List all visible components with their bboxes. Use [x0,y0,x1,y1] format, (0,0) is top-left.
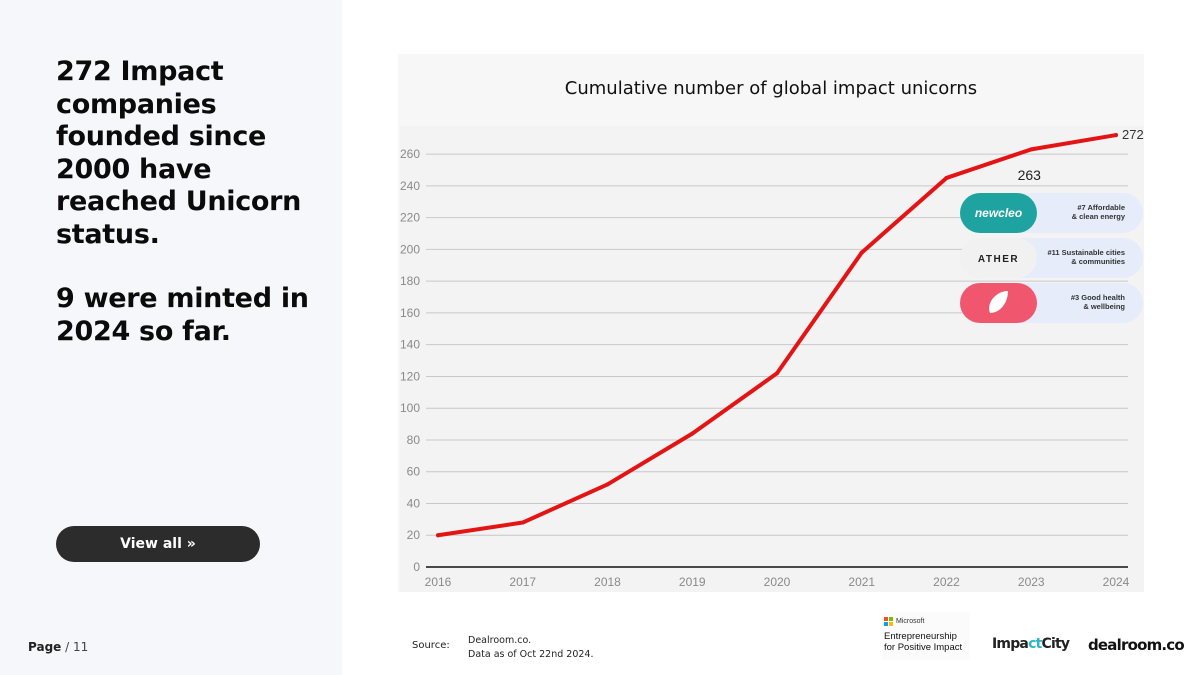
leaf-shape [989,291,1008,313]
x-tick-label-2018: 2018 [594,575,621,589]
newcleo-logo-icon [960,193,1037,233]
x-tick-label-2021: 2021 [848,575,875,589]
x-tick-label-2016: 2016 [425,575,452,589]
source-line-1: Dealroom.co. [468,635,532,646]
microsoft-squares-icon [884,617,893,626]
x-tick-label-2019: 2019 [679,575,706,589]
source-line-2: Data as of Oct 22nd 2024. [468,649,594,660]
y-tick-label-20: 20 [407,528,421,542]
data-point-2019 [690,431,695,436]
company-goal-line2-1: & clean energy [1072,212,1126,221]
y-tick-label-180: 180 [400,274,420,288]
y-tick-label-240: 240 [400,179,420,193]
ms-line-2: for Positive Impact [884,641,963,653]
x-tick-label-2020: 2020 [764,575,791,589]
y-tick-label-120: 120 [400,369,420,383]
dealroom-logo: dealroom.co [1088,636,1185,654]
annotation-272: 272 [1122,127,1144,142]
x-tick-label-2023: 2023 [1018,575,1045,589]
company-name-ather: ATHER [978,254,1019,265]
page-total: / 11 [65,640,89,654]
data-point-2024 [1114,133,1118,138]
microsoft-logo: Microsoft Entrepreneurship for Positive … [882,612,970,660]
data-point-2016 [436,533,440,538]
x-tick-label-2017: 2017 [509,575,536,589]
company-goal-line1-3: #3 Good health [1071,293,1126,302]
ms-line-1: Entrepreneurship [884,631,957,642]
y-tick-label-80: 80 [407,433,421,447]
source-label: Source: [412,640,450,651]
annotation-263: 263 [1018,167,1042,183]
headline-block: 272 Impact companies founded since 2000 … [56,56,326,348]
x-tick-label-2022: 2022 [933,575,960,589]
y-tick-label-60: 60 [407,465,421,479]
page-label: Page [28,640,62,654]
y-tick-label-260: 260 [400,147,420,161]
data-point-2023 [1029,147,1034,152]
x-tick-label-2024: 2024 [1103,575,1130,589]
company-name-newcleo: newcleo [975,206,1022,220]
impactcity-part-1: Impa [992,636,1029,652]
source-text: Dealroom.co. Data as of Oct 22nd 2024. [468,634,593,662]
impactcity-logo: ImpactCity [992,636,1070,652]
subheadline-text: 9 were minted in 2024 so far. [56,283,309,347]
view-all-button[interactable]: View all » [56,526,260,562]
y-tick-label-0: 0 [413,560,420,574]
page-number: Page / 11 [28,640,88,654]
data-point-2018 [605,482,610,487]
headline-text: 272 Impact companies founded since 2000 … [56,56,302,250]
microsoft-brand: Microsoft [896,618,925,625]
y-tick-label-220: 220 [400,211,420,225]
data-point-2022 [944,175,949,180]
impactcity-part-2: ct [1028,636,1042,652]
company-goal-line1-1: #7 Affordable [1077,203,1125,212]
data-point-2017 [520,520,525,525]
y-tick-label-40: 40 [407,496,421,510]
chart-title: Cumulative number of global impact unico… [564,78,978,99]
left-panel: 272 Impact companies founded since 2000 … [0,0,342,675]
y-tick-label-200: 200 [400,242,420,256]
company-goal-line1-2: #11 Sustainable cities [1047,248,1125,257]
y-tick-label-100: 100 [400,401,420,415]
y-tick-label-160: 160 [400,306,420,320]
data-point-2021 [859,250,864,255]
company-goal-line2-2: & communities [1071,257,1125,266]
y-tick-label-140: 140 [400,338,420,352]
company-goal-line2-3: & wellbeing [1083,302,1125,311]
ather-logo-icon [960,238,1037,278]
data-point-2020 [775,371,779,376]
impactcity-part-3: City [1041,636,1070,652]
